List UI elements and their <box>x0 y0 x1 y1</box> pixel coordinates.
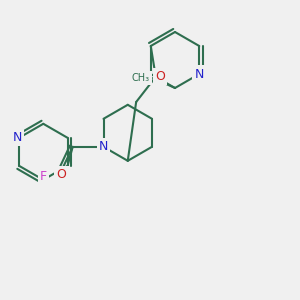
Text: O: O <box>155 70 165 83</box>
Text: N: N <box>195 68 204 80</box>
Text: O: O <box>57 168 66 181</box>
Text: F: F <box>40 170 47 183</box>
Text: N: N <box>12 131 22 144</box>
Text: N: N <box>99 140 108 153</box>
Text: CH₃: CH₃ <box>132 73 150 83</box>
